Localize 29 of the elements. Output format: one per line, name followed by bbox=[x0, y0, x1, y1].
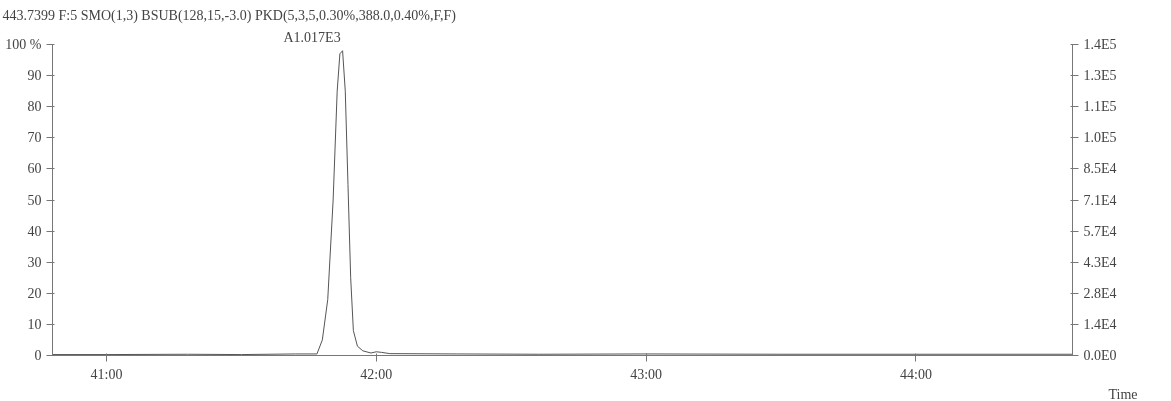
y2-tick-label: 1.4E4 bbox=[1083, 316, 1117, 332]
y2-tick-label: 5.7E4 bbox=[1083, 223, 1117, 239]
y2-tick-label: 4.3E4 bbox=[1083, 254, 1117, 270]
y-tick-label: 40 bbox=[27, 223, 42, 239]
y-tick-label: 0 bbox=[34, 348, 42, 363]
chart-title: 443.7399 F:5 SMO(1,3) BSUB(128,15,-3.0) PKD(5,3,5,0.30%,388.0,0.40%,F,F) bbox=[2, 7, 457, 24]
x-axis-title: Time bbox=[1108, 386, 1138, 401]
annotation: A1.017E3 bbox=[283, 29, 341, 45]
y-tick-label: 90 bbox=[27, 68, 42, 84]
y-tick-label: 20 bbox=[27, 285, 42, 301]
y2-tick-label: 1.3E5 bbox=[1083, 68, 1117, 84]
y-tick-label: 70 bbox=[27, 130, 42, 146]
y-tick-label: 30 bbox=[27, 254, 42, 270]
y2-tick-label: 1.1E5 bbox=[1083, 99, 1117, 115]
x-tick-label: 41:00 bbox=[90, 366, 123, 382]
y-tick-label: 80 bbox=[27, 99, 42, 115]
y2-tick-label: 2.8E4 bbox=[1083, 285, 1117, 301]
y2-tick-label: 1.4E5 bbox=[1083, 37, 1117, 52]
x-tick-label: 44:00 bbox=[900, 366, 932, 382]
y-tick-label: 100 % bbox=[5, 37, 42, 52]
y2-tick-label: 7.1E4 bbox=[1083, 192, 1117, 208]
y-tick-label: 60 bbox=[27, 161, 42, 177]
y2-tick-label: 8.5E4 bbox=[1083, 161, 1117, 177]
y2-tick-label: 0.0E0 bbox=[1083, 348, 1117, 363]
y2-tick-label: 1.0E5 bbox=[1083, 130, 1117, 146]
y-tick-label: 10 bbox=[27, 316, 42, 332]
x-tick-label: 42:00 bbox=[360, 366, 393, 382]
y-tick-label: 50 bbox=[27, 192, 42, 208]
x-tick-label: 43:00 bbox=[630, 366, 663, 382]
